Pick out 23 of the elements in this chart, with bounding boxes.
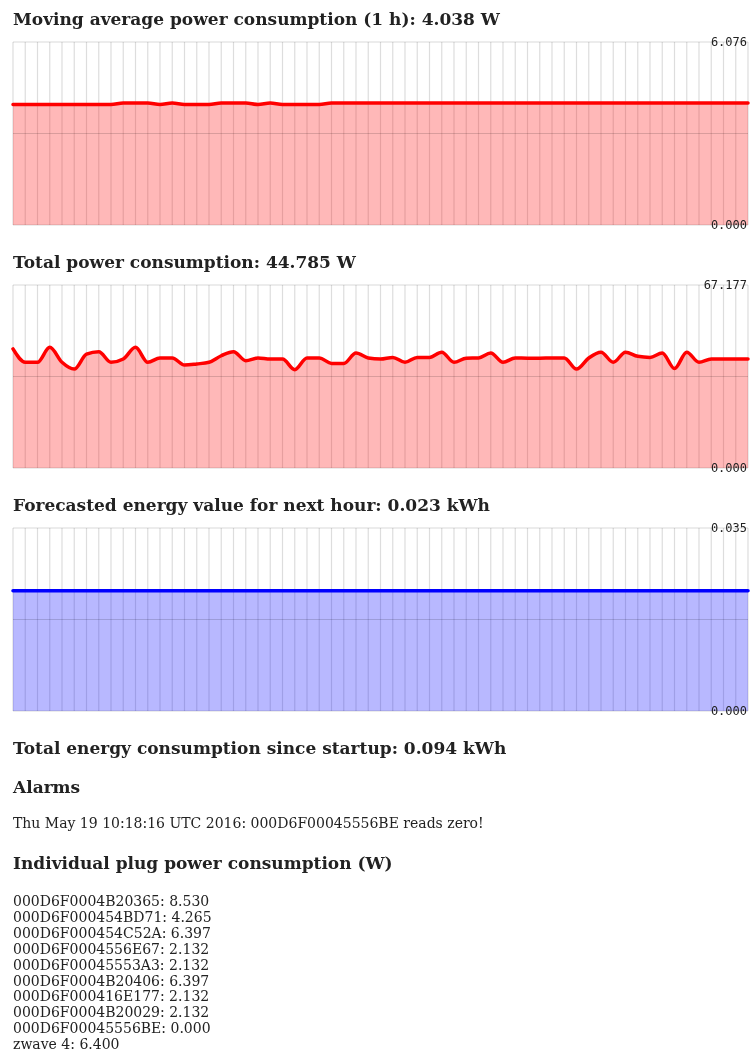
y-tick-label: 0.000 <box>710 704 747 719</box>
text: 000D6F0004B20406: 6.397 <box>13 972 210 989</box>
text: 000D6F000454BD71: 4.265 <box>13 908 212 925</box>
chart-title: Forecasted energy value for next hour: 0.023 kWh <box>13 495 490 515</box>
y-tick-label: 0.000 <box>710 461 747 476</box>
text: 000D6F000416E177: 2.132 <box>13 988 210 1005</box>
chart-title: Moving average power consumption (1 h): 4.038 W <box>13 9 501 29</box>
text: 000D6F0004556E67: 2.132 <box>13 940 210 957</box>
text: 000D6F00045556BE: 0.000 <box>13 1020 211 1037</box>
text: Individual plug power consumption (W) <box>13 853 393 873</box>
text: Thu May 19 10:18:16 UTC 2016: 000D6F00045556BE reads zero! <box>13 815 484 831</box>
text: 000D6F000454C52A: 6.397 <box>13 924 211 941</box>
y-tick-label: 0.035 <box>710 521 747 536</box>
text: Total energy consumption since startup: 0.094 kWh <box>13 738 507 758</box>
y-tick-label: 0.000 <box>710 218 747 233</box>
y-tick-label: 67.177 <box>703 278 747 293</box>
text: 000D6F0004B20029: 2.132 <box>13 1004 210 1021</box>
chart-title: Total power consumption: 44.785 W <box>13 252 357 272</box>
text: 000D6F00045553A3: 2.132 <box>13 956 210 973</box>
text: zwave 4: 6.400 <box>13 1036 120 1053</box>
y-tick-label: 6.076 <box>710 35 747 50</box>
text: Alarms <box>12 777 81 797</box>
text: 000D6F0004B20365: 8.530 <box>13 893 210 909</box>
